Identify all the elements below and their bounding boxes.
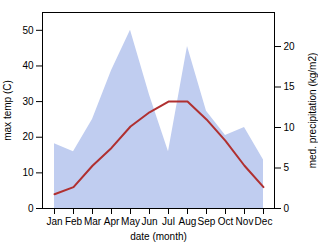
svg-text:0: 0 [284, 203, 290, 214]
svg-text:Oct: Oct [218, 216, 234, 227]
svg-text:date (month): date (month) [130, 231, 187, 242]
svg-text:Nov: Nov [236, 216, 254, 227]
svg-text:20: 20 [284, 41, 296, 52]
svg-text:Sep: Sep [198, 216, 216, 227]
svg-text:Feb: Feb [65, 216, 83, 227]
svg-text:5: 5 [284, 162, 290, 173]
svg-text:10: 10 [22, 167, 34, 178]
svg-text:Dec: Dec [255, 216, 273, 227]
svg-text:20: 20 [22, 131, 34, 142]
svg-text:Aug: Aug [179, 216, 197, 227]
svg-text:15: 15 [284, 81, 296, 92]
svg-text:med. precipitation (kg/m2): med. precipitation (kg/m2) [307, 53, 318, 169]
svg-text:Jul: Jul [162, 216, 175, 227]
svg-text:30: 30 [22, 96, 34, 107]
svg-text:Mar: Mar [84, 216, 102, 227]
svg-text:50: 50 [22, 25, 34, 36]
svg-text:Jun: Jun [141, 216, 157, 227]
svg-text:May: May [121, 216, 140, 227]
svg-text:max temp (C): max temp (C) [2, 80, 13, 141]
svg-text:0: 0 [28, 203, 34, 214]
svg-text:40: 40 [22, 60, 34, 71]
svg-text:Jan: Jan [46, 216, 62, 227]
svg-text:Apr: Apr [104, 216, 120, 227]
svg-text:10: 10 [284, 122, 296, 133]
